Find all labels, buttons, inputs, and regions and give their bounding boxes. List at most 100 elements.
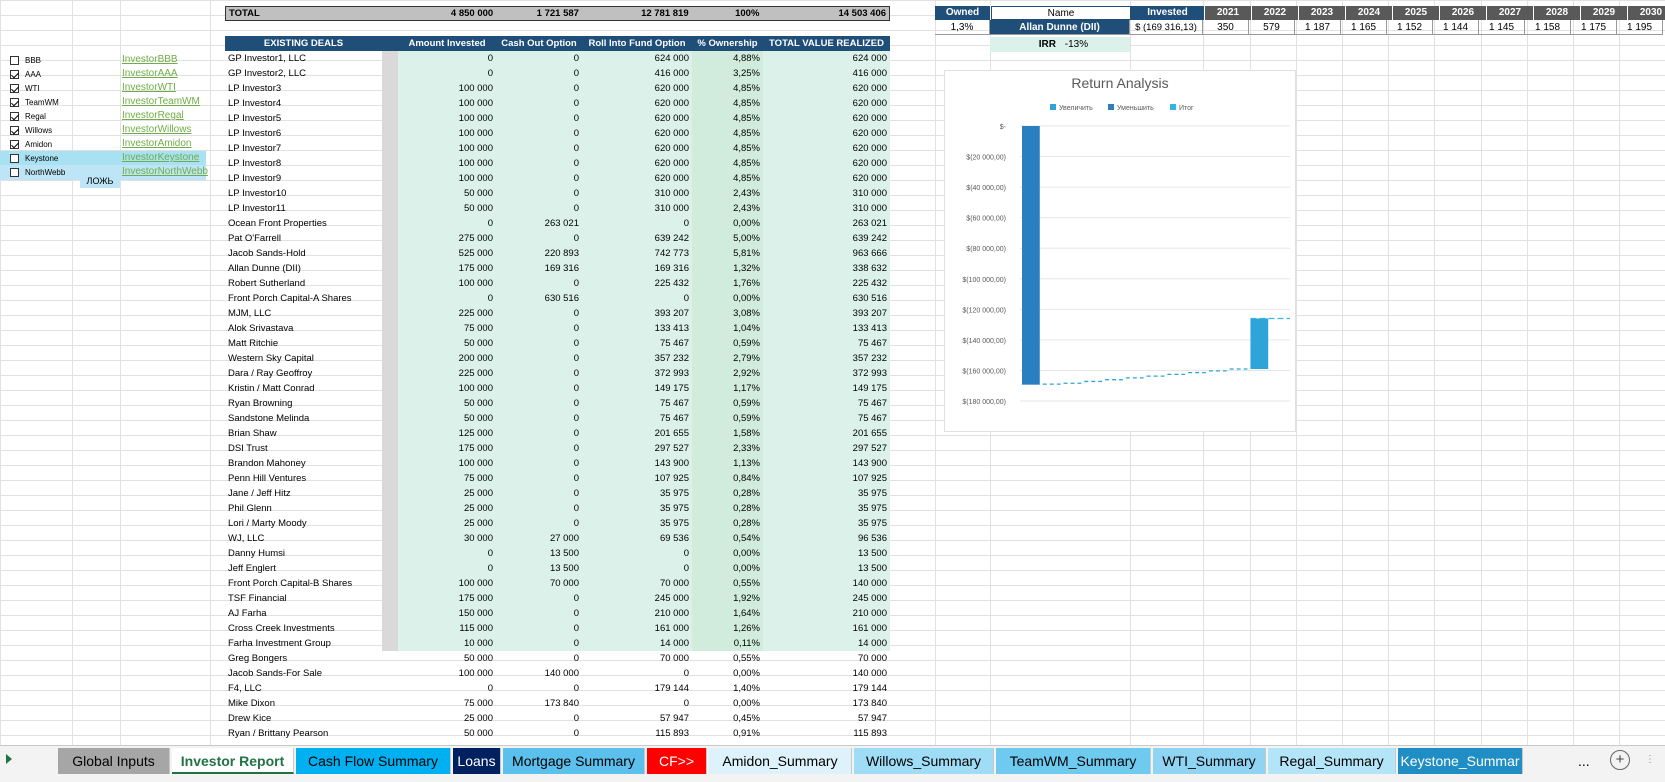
ownership[interactable]: 0,59% xyxy=(692,411,763,426)
gap-cell[interactable] xyxy=(382,516,398,531)
total-value[interactable]: 620 000 xyxy=(763,81,890,96)
gap-cell[interactable] xyxy=(382,321,398,336)
ownership[interactable]: 0,00% xyxy=(733,698,760,709)
gap-cell[interactable] xyxy=(382,651,398,666)
amount-invested[interactable]: 50 000 xyxy=(463,728,493,739)
total-value[interactable]: 173 840 xyxy=(852,698,887,709)
cash-out[interactable]: 0 xyxy=(496,336,582,351)
total-value[interactable]: 75 467 xyxy=(763,411,890,426)
total-value[interactable]: 357 232 xyxy=(763,351,890,366)
more-tabs[interactable]: ... xyxy=(1578,753,1590,769)
deal-name[interactable]: LP Investor10 xyxy=(228,188,287,199)
deal-name[interactable]: LP Investor5 xyxy=(228,113,282,124)
deal-name[interactable]: MJM, LLC xyxy=(228,308,272,319)
total-value[interactable]: 639 242 xyxy=(763,231,890,246)
deal-name[interactable]: Jacob Sands-Hold xyxy=(228,248,306,259)
ownership[interactable]: 5,81% xyxy=(692,246,763,261)
roll-into-fund[interactable]: 210 000 xyxy=(582,606,692,621)
ownership[interactable]: 2,92% xyxy=(692,366,763,381)
cash-out[interactable]: 0 xyxy=(496,51,582,66)
checkbox-icon[interactable] xyxy=(10,111,19,121)
ownership[interactable]: 1,64% xyxy=(692,606,763,621)
checkbox-aaa[interactable]: AAA xyxy=(10,67,41,81)
cash-out[interactable]: 0 xyxy=(496,126,582,141)
roll-into-fund[interactable]: 0 xyxy=(683,668,689,679)
tab-teamwm-summary[interactable]: TeamWM_Summary xyxy=(996,748,1151,774)
cash-out[interactable]: 0 xyxy=(496,66,582,81)
roll-into-fund[interactable]: 357 232 xyxy=(582,351,692,366)
amount-invested[interactable]: 25 000 xyxy=(463,713,493,724)
roll-into-fund[interactable]: 620 000 xyxy=(582,81,692,96)
gap-cell[interactable] xyxy=(382,666,398,681)
gap-cell[interactable] xyxy=(382,216,398,231)
roll-into-fund[interactable]: 620 000 xyxy=(582,156,692,171)
checkbox-icon[interactable] xyxy=(10,83,19,93)
gap-cell[interactable] xyxy=(382,276,398,291)
total-value[interactable]: 140 000 xyxy=(763,576,890,591)
roll-into-fund[interactable]: 133 413 xyxy=(582,321,692,336)
gap-cell[interactable] xyxy=(382,681,398,696)
tab-willows-summary[interactable]: Willows_Summary xyxy=(854,748,994,774)
amount-invested[interactable]: 100 000 xyxy=(458,668,493,679)
cash-out[interactable]: 0 xyxy=(496,141,582,156)
roll-into-fund[interactable]: 620 000 xyxy=(582,96,692,111)
gap-cell[interactable] xyxy=(382,96,398,111)
ownership[interactable]: 0,55% xyxy=(733,653,760,664)
total-value[interactable]: 75 467 xyxy=(763,336,890,351)
cash-out[interactable]: 0 xyxy=(496,636,582,651)
deal-name[interactable]: Jeff Englert xyxy=(228,563,276,574)
gap-cell[interactable] xyxy=(382,411,398,426)
cash-out[interactable]: 0 xyxy=(496,111,582,126)
cash-out[interactable]: 0 xyxy=(496,591,582,606)
deal-name[interactable]: LP Investor3 xyxy=(228,83,282,94)
total-value[interactable]: 161 000 xyxy=(763,621,890,636)
gap-cell[interactable] xyxy=(382,381,398,396)
roll-into-fund[interactable]: 75 467 xyxy=(582,396,692,411)
total-value[interactable]: 75 467 xyxy=(763,396,890,411)
deal-name[interactable]: Robert Sutherland xyxy=(228,278,306,289)
deal-name[interactable]: Mike Dixon xyxy=(228,698,275,709)
ownership[interactable]: 1,26% xyxy=(692,621,763,636)
amount-invested[interactable]: 100 000 xyxy=(398,171,496,186)
cash-out[interactable]: 0 xyxy=(496,471,582,486)
gap-cell[interactable] xyxy=(382,471,398,486)
roll-into-fund[interactable]: 742 773 xyxy=(582,246,692,261)
cash-out[interactable]: 13 500 xyxy=(496,561,582,576)
selected-investor[interactable]: Allan Dunne (DII) xyxy=(990,20,1130,35)
ownership[interactable]: 1,40% xyxy=(733,683,760,694)
investor-link-northwebb[interactable]: InvestorNorthWebb xyxy=(122,166,208,177)
cash-out[interactable]: 0 xyxy=(573,653,579,664)
checkbox-willows[interactable]: Willows xyxy=(10,123,52,137)
roll-into-fund[interactable]: 0 xyxy=(582,216,692,231)
ownership[interactable]: 1,32% xyxy=(692,261,763,276)
amount-invested[interactable]: 0 xyxy=(398,51,496,66)
amount-invested[interactable]: 100 000 xyxy=(398,111,496,126)
gap-cell[interactable] xyxy=(382,441,398,456)
deal-name[interactable]: Ryan / Brittany Pearson xyxy=(228,728,329,739)
roll-into-fund[interactable]: 169 316 xyxy=(582,261,692,276)
amount-invested[interactable]: 175 000 xyxy=(398,591,496,606)
roll-into-fund[interactable]: 57 947 xyxy=(659,713,689,724)
amount-invested[interactable]: 50 000 xyxy=(398,201,496,216)
cash-out[interactable]: 0 xyxy=(496,321,582,336)
deal-name[interactable]: AJ Farha xyxy=(228,608,267,619)
ownership[interactable]: 4,85% xyxy=(692,156,763,171)
checkbox-keystone[interactable]: Keystone xyxy=(10,151,58,165)
amount-invested[interactable]: 0 xyxy=(398,66,496,81)
total-value[interactable]: 96 536 xyxy=(763,531,890,546)
deal-name[interactable]: Allan Dunne (DII) xyxy=(228,263,301,274)
deal-name[interactable]: LP Investor7 xyxy=(228,143,282,154)
deal-name[interactable]: Lori / Marty Moody xyxy=(228,518,307,529)
gap-cell[interactable] xyxy=(382,486,398,501)
total-value[interactable]: 263 021 xyxy=(763,216,890,231)
cash-out[interactable]: 70 000 xyxy=(496,576,582,591)
amount-invested[interactable]: 100 000 xyxy=(398,276,496,291)
checkbox-amidon[interactable]: Amidon xyxy=(10,137,52,151)
roll-into-fund[interactable]: 620 000 xyxy=(582,111,692,126)
ownership[interactable]: 0,00% xyxy=(692,546,763,561)
ownership[interactable]: 0,84% xyxy=(692,471,763,486)
deal-name[interactable]: Brandon Mahoney xyxy=(228,458,306,469)
total-value[interactable]: 201 655 xyxy=(763,426,890,441)
ownership[interactable]: 0,59% xyxy=(692,396,763,411)
roll-into-fund[interactable]: 0 xyxy=(582,546,692,561)
